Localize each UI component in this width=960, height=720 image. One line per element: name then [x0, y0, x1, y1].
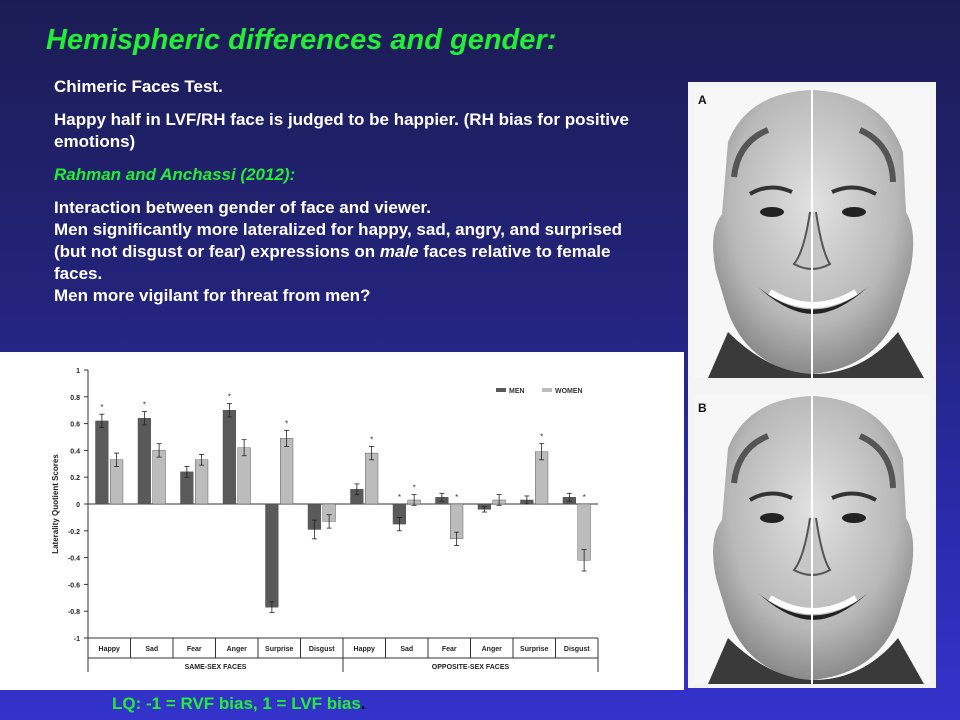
para-emphasis: male — [379, 242, 419, 261]
category-label: Surprise — [265, 646, 294, 653]
bar-women — [152, 450, 166, 505]
face-a-label: A — [698, 93, 707, 107]
y-tick-label: -0.2 — [68, 529, 80, 536]
interaction-paragraph: Interaction between gender of face and v… — [54, 197, 644, 307]
lq-footnote-text: LQ: -1 = RVF bias, 1 = LVF bias — [112, 694, 361, 713]
significance-star: * — [398, 493, 401, 502]
chart-panel: 1 0.8 0.6 0.4 0.2 0 -0.2 -0.4 -0.6 -0.8 -1 Laterali… — [0, 352, 684, 690]
significance-star: * — [540, 433, 543, 442]
category-label: Disgust — [309, 646, 335, 653]
category-label: Fear — [442, 646, 457, 653]
category-label: Surprise — [520, 646, 549, 653]
y-tick-label: 0.6 — [70, 422, 80, 429]
citation: Rahman and Anchassi (2012): — [54, 165, 296, 184]
bar-men — [222, 410, 236, 505]
legend-label-men: MEN — [509, 388, 525, 395]
category-label: Happy — [99, 646, 121, 653]
para-line-3: faces relative to female faces. — [54, 242, 611, 283]
face-a: A — [694, 88, 930, 378]
significance-star: * — [143, 401, 146, 410]
group-label: OPPOSITE-SEX FACES — [432, 664, 510, 671]
y-tick-label: 0.4 — [70, 448, 80, 455]
finding-text: Happy half in LVF/RH face is judged to b… — [54, 110, 629, 151]
slide-title: Hemispheric differences and gender: — [46, 24, 557, 56]
para-line-1: Interaction between gender of face and v… — [54, 198, 431, 217]
slide-body: Chimeric Faces Test. Happy half in LVF/R… — [54, 76, 644, 307]
y-tick-label: 0 — [76, 502, 80, 509]
bar-women — [237, 447, 251, 505]
chimeric-faces-figure: A B — [688, 82, 936, 688]
significance-star: * — [228, 393, 231, 402]
y-tick-label: -0.8 — [68, 609, 80, 616]
y-tick-label: -1 — [74, 636, 80, 643]
significance-star: * — [583, 493, 586, 502]
legend-swatch-women — [542, 388, 552, 392]
significance-star: * — [413, 484, 416, 493]
lq-footnote-period: . — [360, 694, 366, 713]
significance-star: * — [370, 435, 373, 444]
significance-star: * — [285, 419, 288, 428]
legend-swatch-men — [496, 388, 506, 392]
y-tick-label: 0.2 — [70, 475, 80, 482]
lq-footnote: LQ: -1 = RVF bias, 1 = LVF bias. — [112, 694, 366, 714]
bar-men — [137, 418, 151, 505]
category-label: Anger — [482, 646, 503, 653]
y-tick-label: 0.8 — [70, 395, 80, 402]
face-b: B — [694, 394, 930, 684]
category-label: Fear — [187, 646, 202, 653]
group-label: SAME-SEX FACES — [185, 664, 247, 671]
bar-women — [195, 459, 209, 505]
significance-star: * — [455, 493, 458, 502]
category-label: Disgust — [564, 646, 590, 653]
bar-men — [265, 503, 279, 608]
bar-women — [280, 438, 294, 505]
significance-star: * — [100, 403, 103, 412]
y-axis-label: Laterality Quotient Scores — [51, 454, 60, 554]
legend-label-women: WOMEN — [555, 388, 583, 395]
y-tick-label: -0.6 — [68, 582, 80, 589]
category-label: Sad — [145, 646, 158, 653]
bar-women — [365, 452, 379, 505]
y-tick-label: 1 — [76, 368, 80, 375]
chimeric-faces-illustration: A B — [694, 88, 930, 684]
category-label: Anger — [227, 646, 248, 653]
y-tick-label: -0.4 — [68, 556, 80, 563]
category-label: Happy — [354, 646, 376, 653]
laterality-bar-chart: 1 0.8 0.6 0.4 0.2 0 -0.2 -0.4 -0.6 -0.8 -1 Laterali… — [51, 368, 599, 672]
bar-men — [95, 420, 109, 505]
test-name: Chimeric Faces Test. — [54, 77, 223, 96]
category-label: Sad — [400, 646, 413, 653]
face-b-label: B — [698, 401, 707, 415]
para-line-4: Men more vigilant for threat from men? — [54, 286, 371, 305]
para-line-2: Men significantly more lateralized for h… — [54, 220, 623, 261]
